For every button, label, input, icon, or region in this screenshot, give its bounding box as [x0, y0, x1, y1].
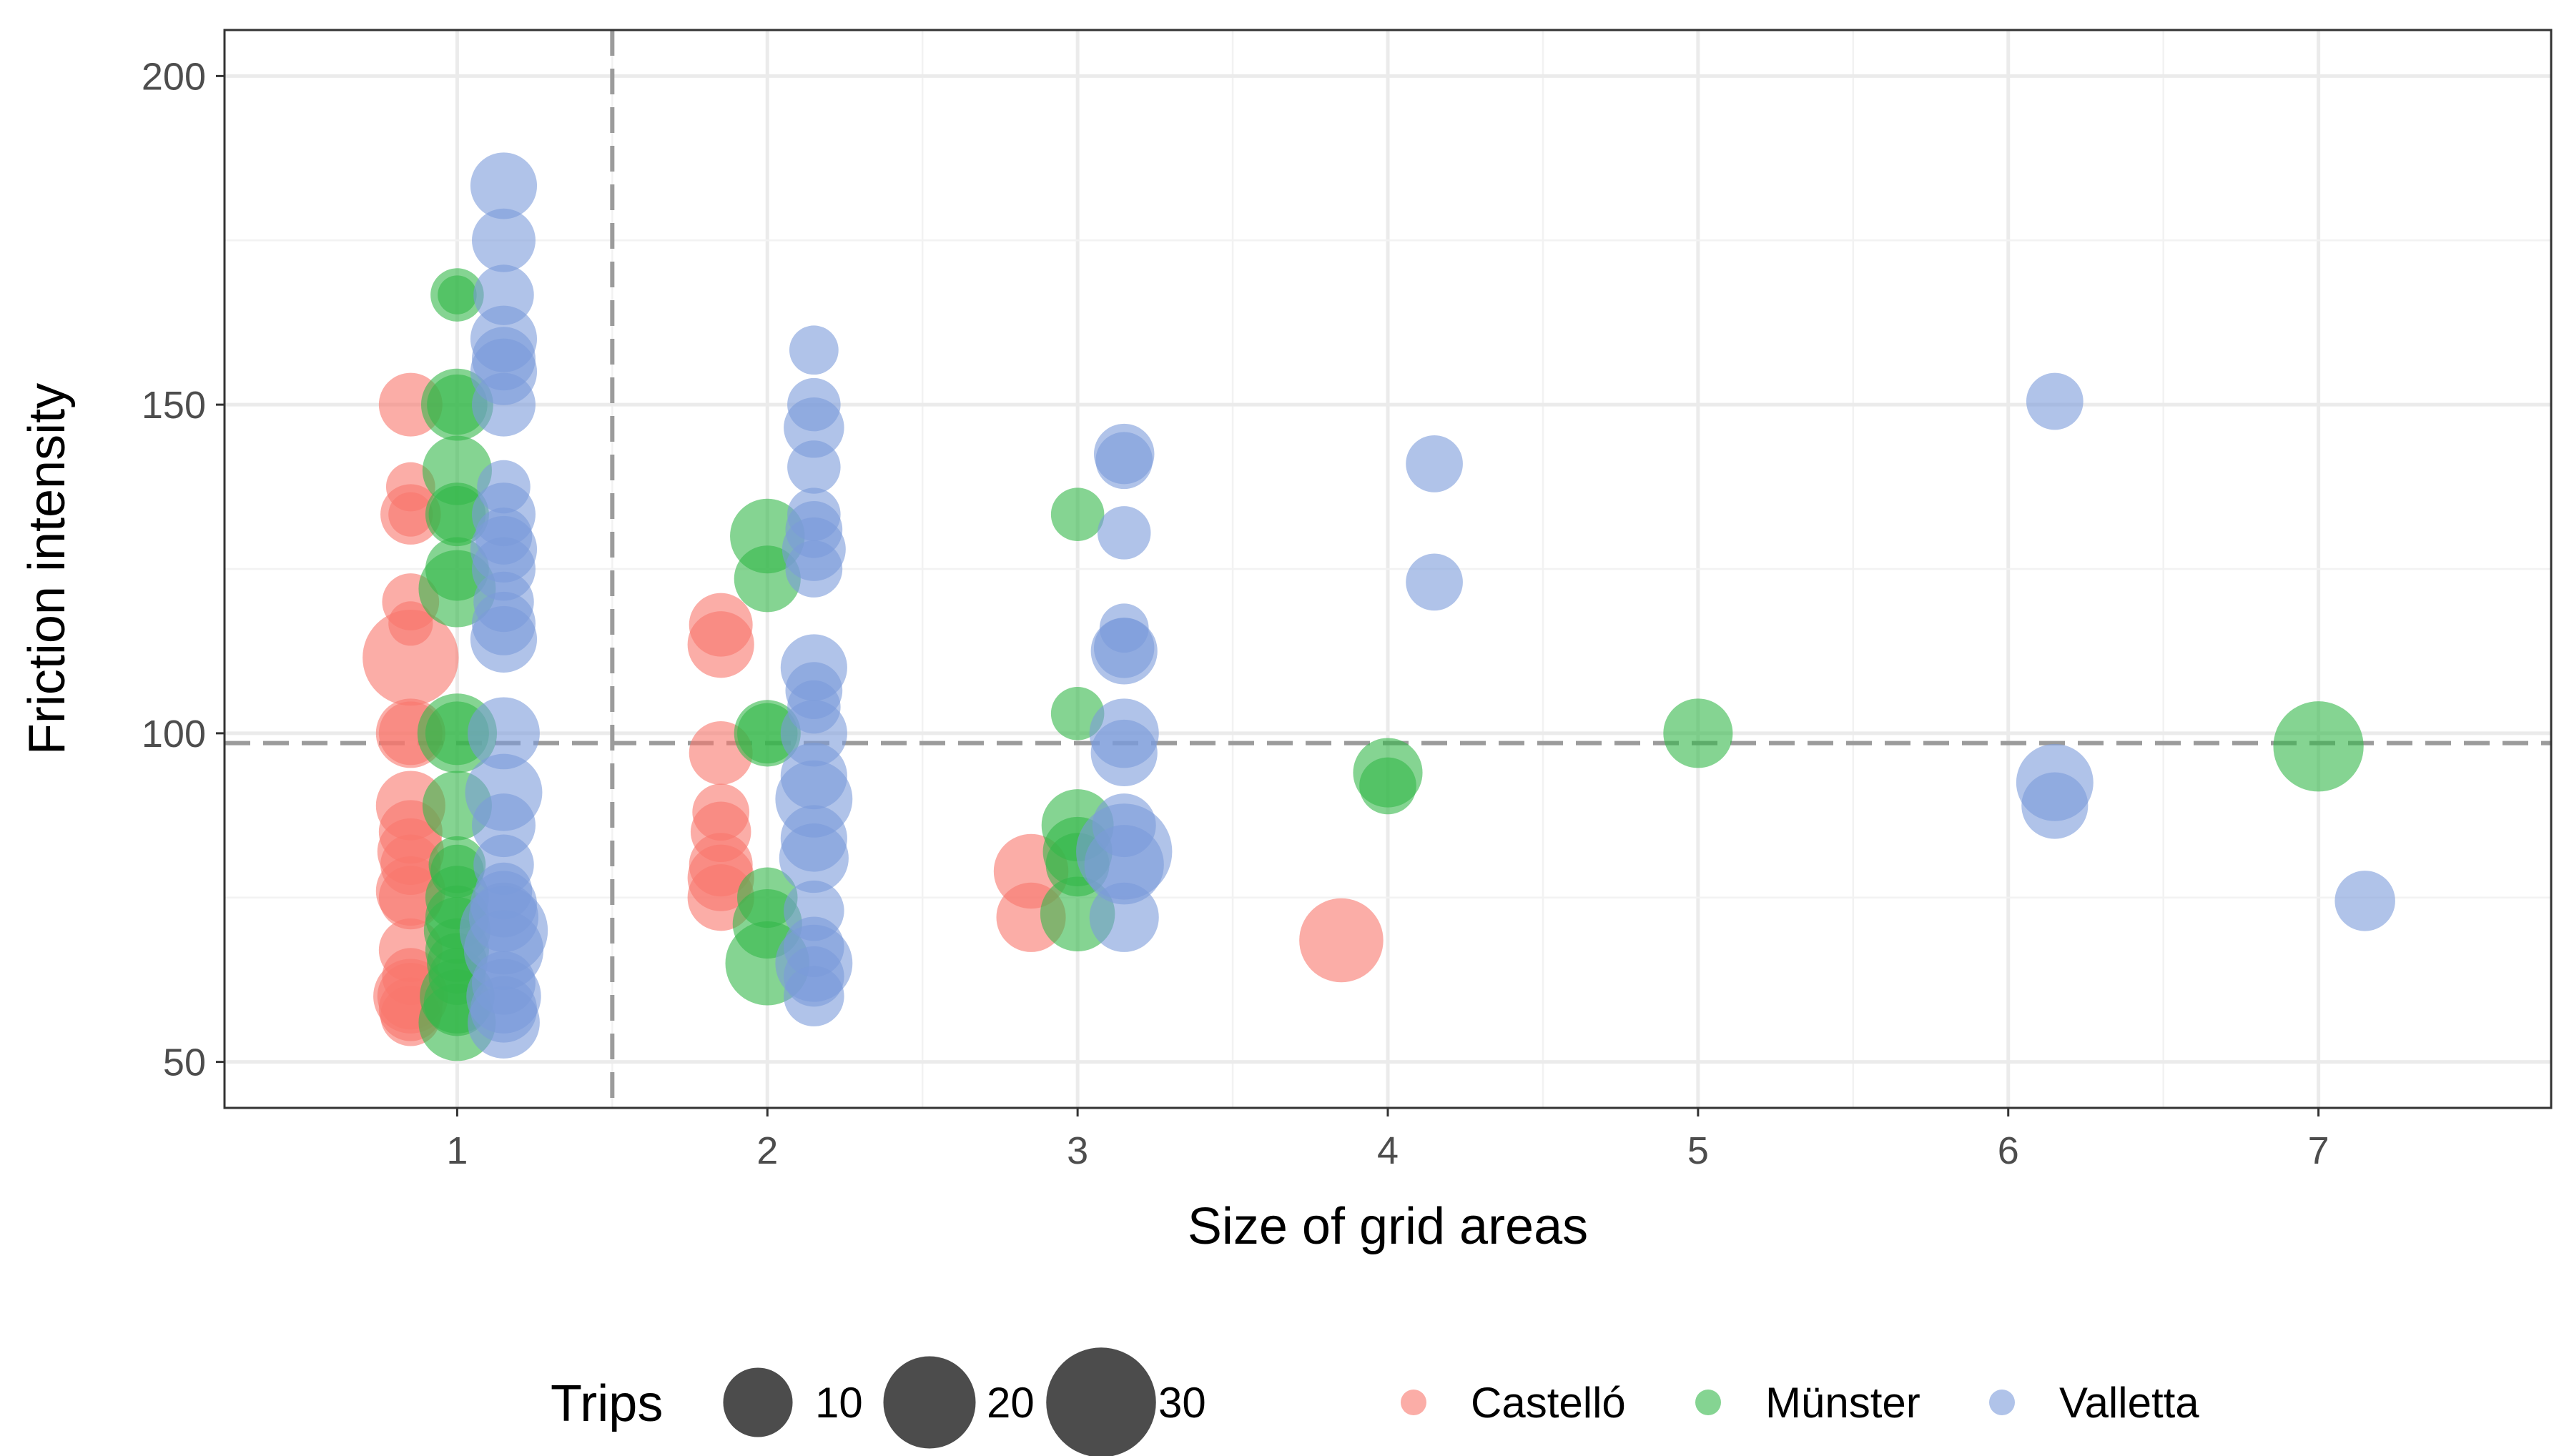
data-point-valletta	[1090, 719, 1158, 787]
data-point-valletta	[1089, 882, 1159, 952]
data-point-mnster	[1359, 757, 1416, 815]
data-point-valletta	[470, 152, 538, 219]
y-axis-title: Friction intensity	[19, 383, 76, 755]
color-legend-entries: Castelló Münster Valletta	[1401, 1379, 2199, 1427]
data-point-valletta	[472, 208, 536, 272]
data-point-mnster	[427, 374, 488, 435]
x-axis-ticks: 1 2 3 4 5 6 7	[446, 1108, 2329, 1172]
data-point-valletta	[784, 397, 844, 458]
data-point-valletta	[472, 372, 536, 437]
color-legend-label: Münster	[1765, 1379, 1920, 1427]
color-legend-label: Castelló	[1471, 1379, 1626, 1427]
size-legend-title: Trips	[551, 1375, 663, 1432]
y-tick-label: 150	[142, 384, 206, 427]
data-point-mnster	[438, 275, 477, 315]
data-point-mnster	[422, 435, 492, 505]
y-tick-label: 200	[142, 55, 206, 98]
size-legend-entries: 10 20 30	[723, 1347, 1206, 1456]
color-legend-key	[1989, 1390, 2015, 1415]
data-point-valletta	[468, 697, 540, 770]
data-point-mnster	[1663, 698, 1733, 768]
grid-lines	[225, 30, 2551, 1108]
data-points	[363, 152, 2395, 1061]
y-axis-ticks: 50 100 150 200	[142, 55, 225, 1084]
data-point-castell	[687, 611, 754, 678]
data-point-valletta	[1090, 618, 1158, 685]
data-point-valletta	[787, 440, 841, 494]
data-point-mnster	[1050, 487, 1105, 541]
x-tick-label: 3	[1067, 1129, 1088, 1172]
size-legend-key	[883, 1356, 976, 1449]
data-point-valletta	[470, 605, 538, 673]
data-point-castell	[388, 492, 433, 537]
data-point-castell	[363, 609, 459, 706]
x-tick-label: 6	[1998, 1129, 2019, 1172]
y-tick-label: 100	[142, 713, 206, 756]
color-legend-key	[1695, 1390, 1721, 1415]
x-axis-title: Size of grid areas	[1188, 1198, 1588, 1255]
data-point-mnster	[428, 485, 486, 543]
size-legend-label: 30	[1158, 1379, 1206, 1427]
x-tick-label: 2	[756, 1129, 778, 1172]
color-legend-label: Valletta	[2059, 1379, 2199, 1427]
color-legend-key	[1401, 1390, 1426, 1415]
legend: Trips 10 20 30 Castelló Münster Valletta	[551, 1347, 2199, 1456]
data-point-valletta	[1406, 553, 1463, 611]
x-tick-label: 1	[446, 1129, 468, 1172]
size-legend-label: 10	[815, 1379, 863, 1427]
data-point-castell	[1299, 898, 1384, 983]
size-legend-key	[723, 1367, 793, 1437]
x-tick-label: 5	[1687, 1129, 1709, 1172]
data-point-valletta	[2334, 871, 2395, 931]
data-point-valletta	[1095, 432, 1153, 490]
data-point-mnster	[737, 703, 798, 764]
data-point-valletta	[779, 823, 849, 893]
data-point-mnster	[2273, 701, 2364, 792]
data-point-valletta	[785, 540, 843, 598]
size-legend-key	[1046, 1347, 1156, 1456]
data-point-valletta	[789, 325, 839, 375]
data-point-valletta	[2026, 372, 2084, 430]
data-point-valletta	[1097, 506, 1151, 560]
y-tick-label: 50	[163, 1041, 206, 1084]
data-point-valletta	[1406, 435, 1463, 492]
data-point-valletta	[468, 986, 540, 1059]
data-point-valletta	[1084, 825, 1164, 905]
size-legend-label: 20	[987, 1379, 1035, 1427]
data-point-valletta	[784, 966, 844, 1026]
data-point-valletta	[2021, 772, 2089, 839]
x-tick-label: 4	[1377, 1129, 1399, 1172]
x-tick-label: 7	[2308, 1129, 2329, 1172]
data-point-mnster	[734, 545, 801, 613]
